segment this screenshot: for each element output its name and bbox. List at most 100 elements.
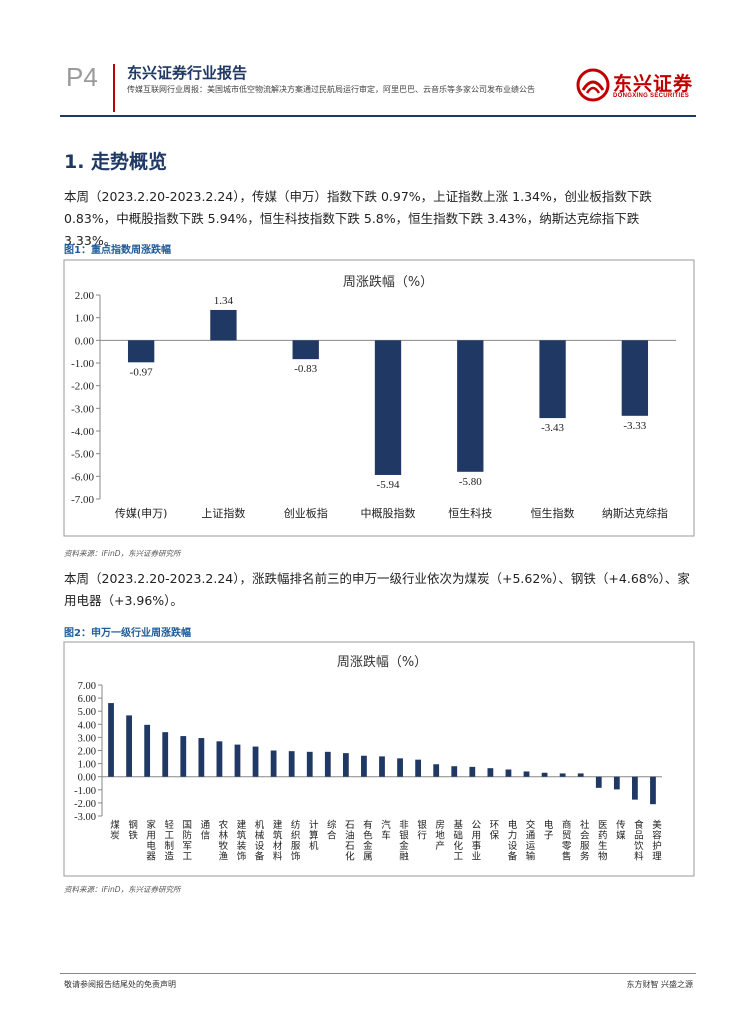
chart2-y-tick-label: 7.00 — [78, 681, 96, 692]
chart1-category-label: 传媒(申万) — [115, 507, 168, 520]
chart1-bar — [539, 340, 566, 419]
chart1-data-label: -0.97 — [130, 366, 153, 378]
chart2-bar — [559, 773, 566, 777]
chart1-y-tick-label: -4.00 — [71, 426, 94, 438]
chart2-bar — [324, 751, 331, 777]
chart2-category-label: 石油石化 — [345, 820, 355, 863]
chart1-y-tick-label: -5.00 — [71, 449, 94, 461]
report-title: 东兴证券行业报告 — [127, 64, 248, 82]
chart2-y-tick-label: 0.00 — [78, 773, 96, 784]
chart2-bar — [126, 715, 132, 777]
figure2-source: 资料来源：iFinD，东兴证券研究所 — [64, 885, 181, 894]
chart1-category-label: 恒生科技 — [448, 506, 492, 520]
chart2-category-label: 社会服务 — [580, 819, 590, 863]
chart1-bar — [457, 340, 484, 472]
chart2-y-tick-label: 1.00 — [78, 760, 96, 771]
chart1-bar — [621, 340, 649, 416]
chart2-category-label: 基础化工 — [454, 819, 464, 863]
chart2-category-label: 家用电器 — [146, 819, 156, 863]
chart1-data-label: -3.33 — [623, 420, 646, 432]
chart2-frame — [63, 641, 695, 877]
chart2-category-label: 机械设备 — [255, 819, 265, 863]
page-number: P4 — [66, 62, 98, 92]
chart2-category-label: 纺织服饰 — [291, 819, 301, 863]
chart2-bar — [595, 776, 602, 788]
chart2-y-tick-label: 3.00 — [78, 733, 96, 744]
chart2-y-tick-label: -1.00 — [74, 786, 96, 797]
chart2-bar — [379, 756, 385, 777]
chart2-bar — [162, 732, 169, 777]
chart2-y-tick-label: 6.00 — [78, 694, 96, 705]
chart2-bar — [613, 776, 620, 790]
chart2-category-label: 交通运输 — [526, 819, 536, 863]
chart2-category-label: 国防军工 — [183, 820, 193, 863]
chart1-bar — [210, 309, 237, 341]
chart2-category-label: 房地产 — [435, 819, 445, 852]
chart2-category-label: 电力设备 — [508, 819, 518, 863]
chart1-category-label: 纳斯达克综指 — [602, 506, 668, 520]
figure2-title: 图2：申万一级行业周涨跌幅 — [64, 628, 191, 639]
chart2-bar — [397, 758, 403, 777]
chart2-y-tick-label: 5.00 — [78, 707, 96, 718]
chart2-bar — [144, 724, 151, 777]
chart2-bar — [523, 771, 530, 777]
chart2-category-label: 有色金属 — [363, 819, 373, 863]
chart2-category-label: 非银金融 — [399, 819, 409, 863]
chart2-category-label: 钢铁 — [128, 819, 138, 842]
chart2-bar — [505, 769, 512, 777]
chart2-bar — [433, 764, 440, 777]
header-separator — [113, 64, 115, 112]
chart1-category-label: 中概股指数 — [361, 506, 416, 520]
chart2-bar — [469, 766, 476, 777]
chart1-y-tick-label: -7.00 — [71, 494, 94, 506]
chart2-bar — [270, 750, 277, 777]
footer-slogan: 东方财智 兴盛之源 — [626, 980, 693, 989]
chart1-y-tick-label: 0.00 — [75, 335, 95, 347]
chart2-bar — [361, 755, 367, 777]
chart2-category-label: 建筑装饰 — [237, 819, 247, 863]
chart2-y-tick-label: -3.00 — [74, 812, 96, 823]
footer-rule — [60, 973, 696, 974]
chart1-data-label: -5.94 — [377, 479, 400, 491]
chart2-bar — [342, 753, 349, 777]
chart2-category-label: 煤炭 — [110, 819, 120, 842]
chart1-y-tick-label: -2.00 — [71, 381, 94, 393]
chart1-data-label: -3.43 — [541, 422, 564, 434]
page-header: P4 东兴证券行业报告 传媒互联网行业周报：美国城市低空物流解决方案通过民航局运… — [0, 0, 755, 120]
figure1-title: 图1：重点指数周涨跌幅 — [64, 245, 171, 256]
chart2-bar — [180, 736, 187, 777]
chart2-bar — [288, 751, 295, 777]
chart2-y-tick-label: 2.00 — [78, 747, 96, 758]
chart2-category-label: 环保 — [490, 820, 500, 842]
chart2-bar — [577, 773, 584, 777]
chart1-category-label: 恒生指数 — [531, 506, 575, 520]
chart1-data-label: 1.34 — [214, 295, 234, 307]
chart1-bar — [374, 340, 402, 475]
chart2-category-label: 美容护理 — [652, 819, 662, 863]
chart2-category-label: 建筑材料 — [273, 819, 283, 863]
chart1-y-tick-label: -3.00 — [71, 403, 94, 415]
logo-mark-icon — [576, 68, 610, 102]
chart2-category-label: 计算机 — [309, 819, 319, 852]
chart2-category-label: 电子 — [544, 819, 554, 842]
chart2-bar — [632, 776, 638, 800]
chart1-data-label: -5.80 — [459, 476, 482, 488]
chart2-bar — [234, 744, 241, 777]
report-subtitle: 传媒互联网行业周报：美国城市低空物流解决方案通过民航局运行审定，阿里巴巴、云音乐… — [127, 85, 535, 94]
chart2-category-label: 医药生物 — [598, 820, 608, 863]
logo-english-text: DONGXING SECURITIES — [613, 93, 690, 99]
summary-paragraph: 本周（2023.2.20-2023.2.24），传媒（申万）指数下跌 0.97%… — [64, 189, 652, 248]
chart2-bar — [487, 768, 494, 777]
section-title: 1. 走势概览 — [64, 151, 168, 173]
chart1-category-label: 创业板指 — [284, 506, 328, 520]
chart1-bar — [292, 340, 319, 360]
chart1-bar — [127, 340, 155, 363]
chart2-bar — [451, 766, 458, 777]
chart1-y-tick-label: 2.00 — [75, 290, 95, 302]
chart2-bar — [198, 738, 205, 777]
chart2-category-label: 商贸零售 — [562, 819, 572, 863]
chart1-data-label: -0.83 — [294, 363, 317, 375]
chart2-title: 周涨跌幅（%） — [337, 654, 427, 670]
chart2-category-label: 银行 — [417, 819, 427, 842]
index-weekly-change-chart: 周涨跌幅（%） 2.00 1.00 0.00 -1.00 -2.00 -3.00 -4.00 -… — [0, 258, 755, 544]
